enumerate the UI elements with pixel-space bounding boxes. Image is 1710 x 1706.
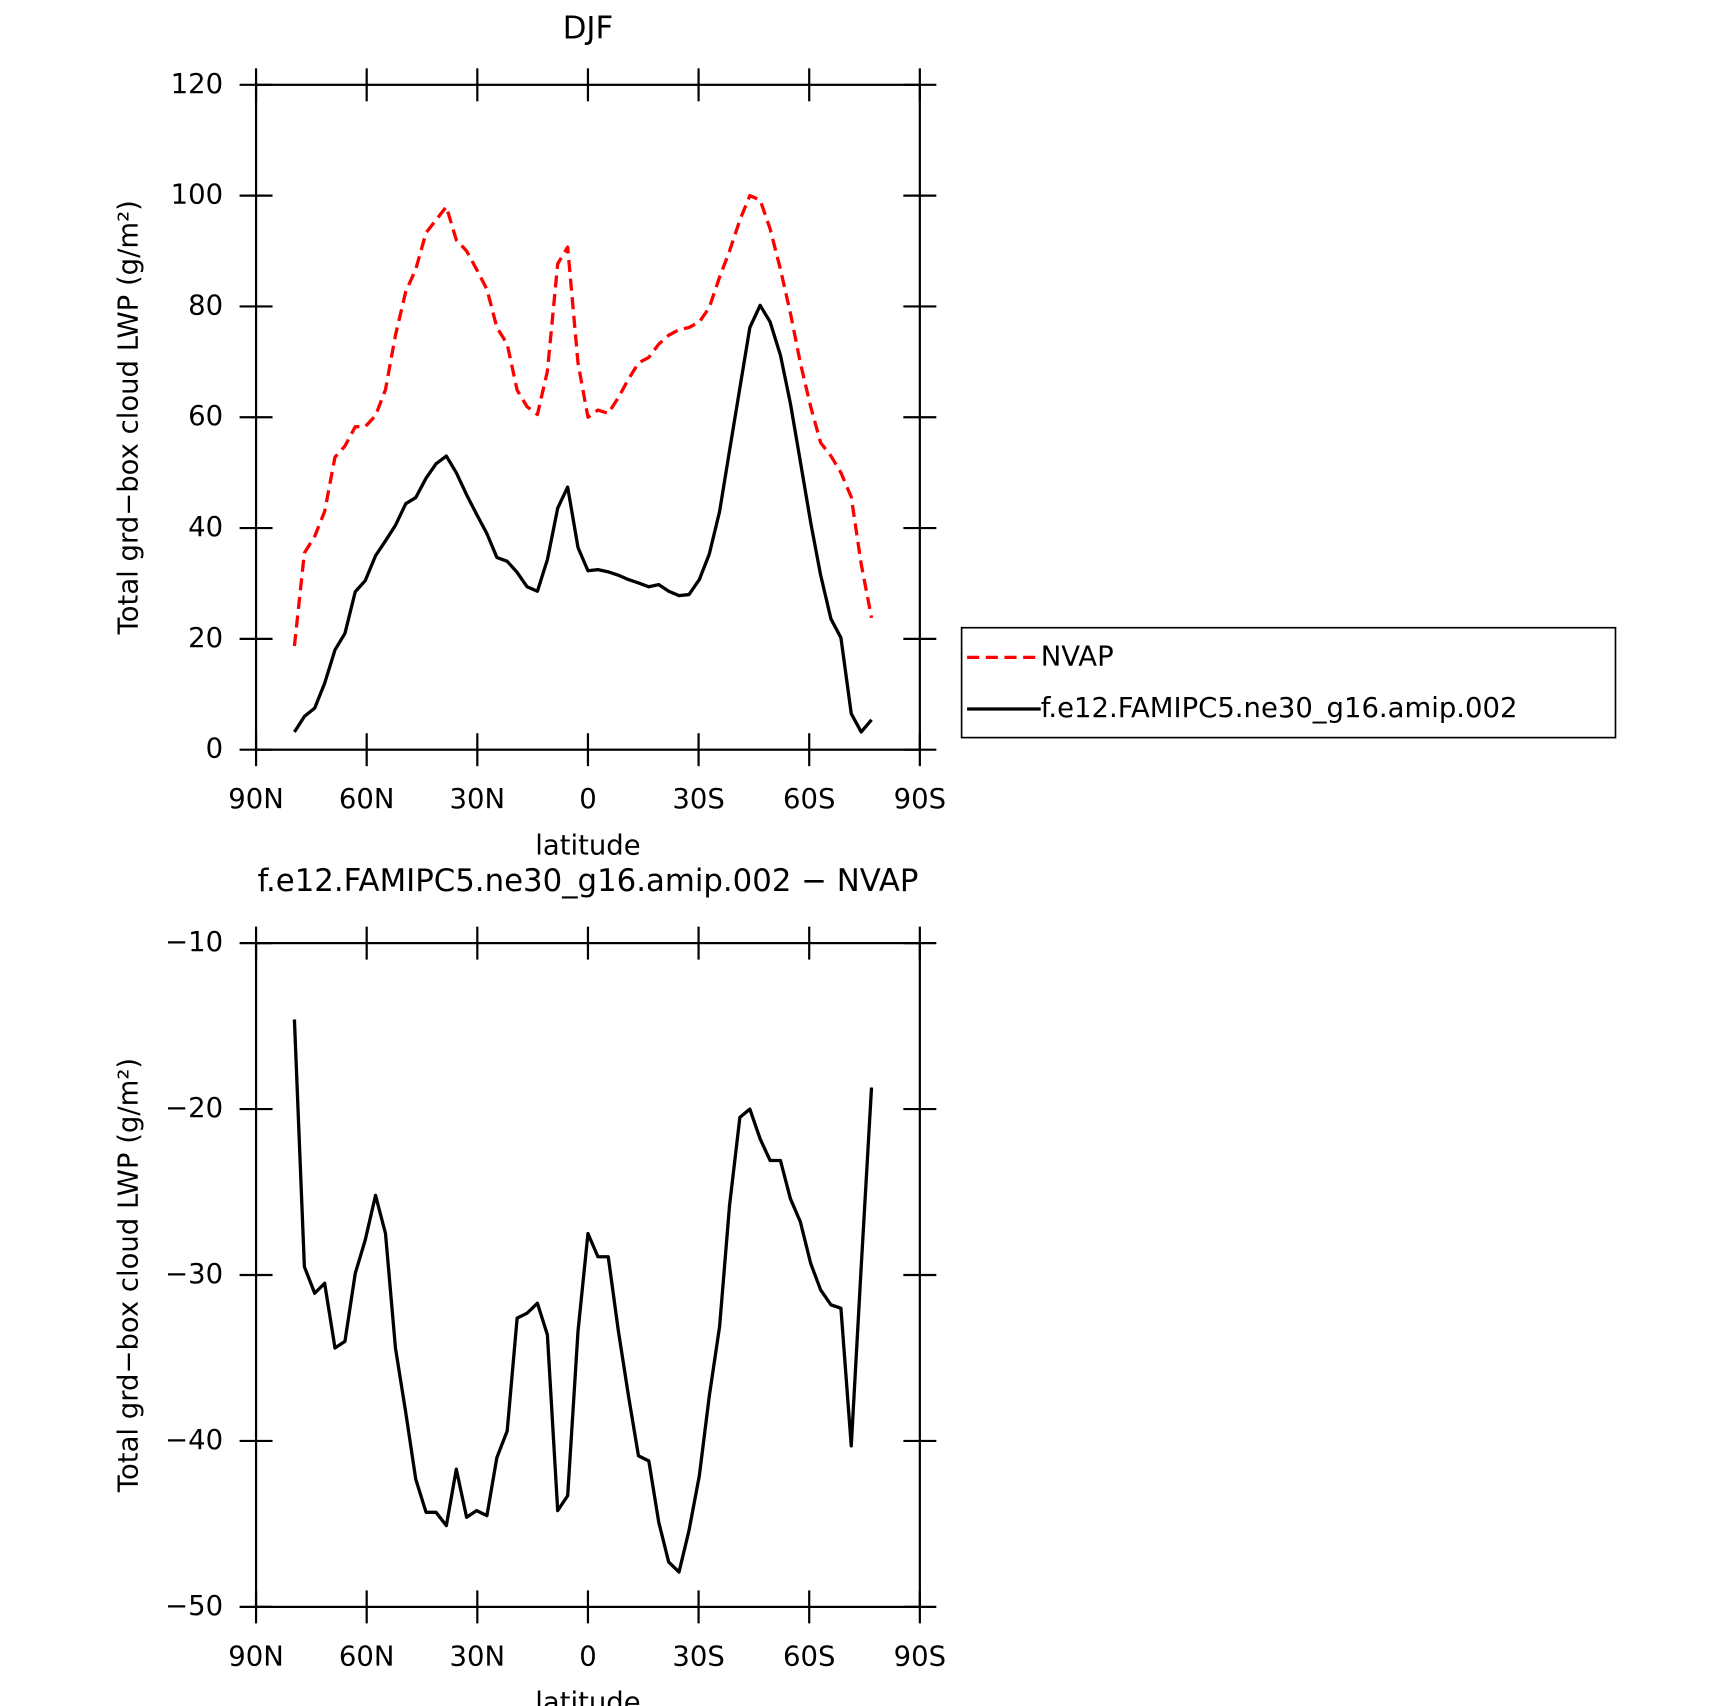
chart-title: f.e12.FAMIPC5.ne30_g16.amip.002 − NVAP	[257, 863, 918, 899]
x-tick-label: 30S	[672, 784, 724, 815]
x-tick-label: 30N	[450, 1641, 506, 1672]
y-tick-label: −30	[165, 1259, 223, 1290]
y-tick-label: 0	[206, 734, 223, 765]
y-tick-label: −40	[165, 1425, 223, 1456]
chart-title: DJF	[563, 10, 613, 46]
legend-label: f.e12.FAMIPC5.ne30_g16.amip.002	[1041, 693, 1518, 724]
plot-frame	[254, 942, 921, 1608]
x-axis-label: latitude	[535, 830, 640, 861]
y-tick-label: 20	[188, 623, 223, 654]
x-tick-label: 30N	[450, 784, 506, 815]
data-line	[292, 193, 874, 647]
y-tick-label: −50	[165, 1591, 223, 1622]
x-tick-label: 60S	[783, 1641, 835, 1672]
y-tick-label: 40	[188, 512, 223, 543]
y-tick-label: 80	[188, 290, 223, 321]
y-tick-label: −20	[165, 1093, 223, 1124]
x-tick-label: 0	[579, 1641, 596, 1672]
y-tick-label: 100	[171, 180, 223, 211]
y-axis-label: Total grd−box cloud LWP (g/m²)	[114, 200, 145, 635]
x-tick-label: 0	[579, 784, 596, 815]
x-tick-label: 60N	[339, 784, 395, 815]
x-tick-label: 60N	[339, 1641, 395, 1672]
y-tick-label: −10	[165, 927, 223, 958]
x-tick-label: 90S	[894, 1641, 946, 1672]
y-tick-label: 120	[171, 69, 223, 100]
legend-box	[960, 626, 1617, 739]
data-line	[293, 303, 873, 734]
plot-frame	[254, 83, 921, 751]
data-line	[292, 1019, 874, 1574]
legend-label: NVAP	[1041, 641, 1114, 672]
y-tick-label: 60	[188, 401, 223, 432]
x-tick-label: 90S	[894, 784, 946, 815]
x-tick-label: 60S	[783, 784, 835, 815]
y-axis-label: Total grd−box cloud LWP (g/m²)	[114, 1058, 145, 1493]
x-tick-label: 90N	[228, 784, 284, 815]
x-axis-label: latitude	[535, 1688, 640, 1706]
x-tick-label: 30S	[672, 1641, 724, 1672]
x-tick-label: 90N	[228, 1641, 284, 1672]
